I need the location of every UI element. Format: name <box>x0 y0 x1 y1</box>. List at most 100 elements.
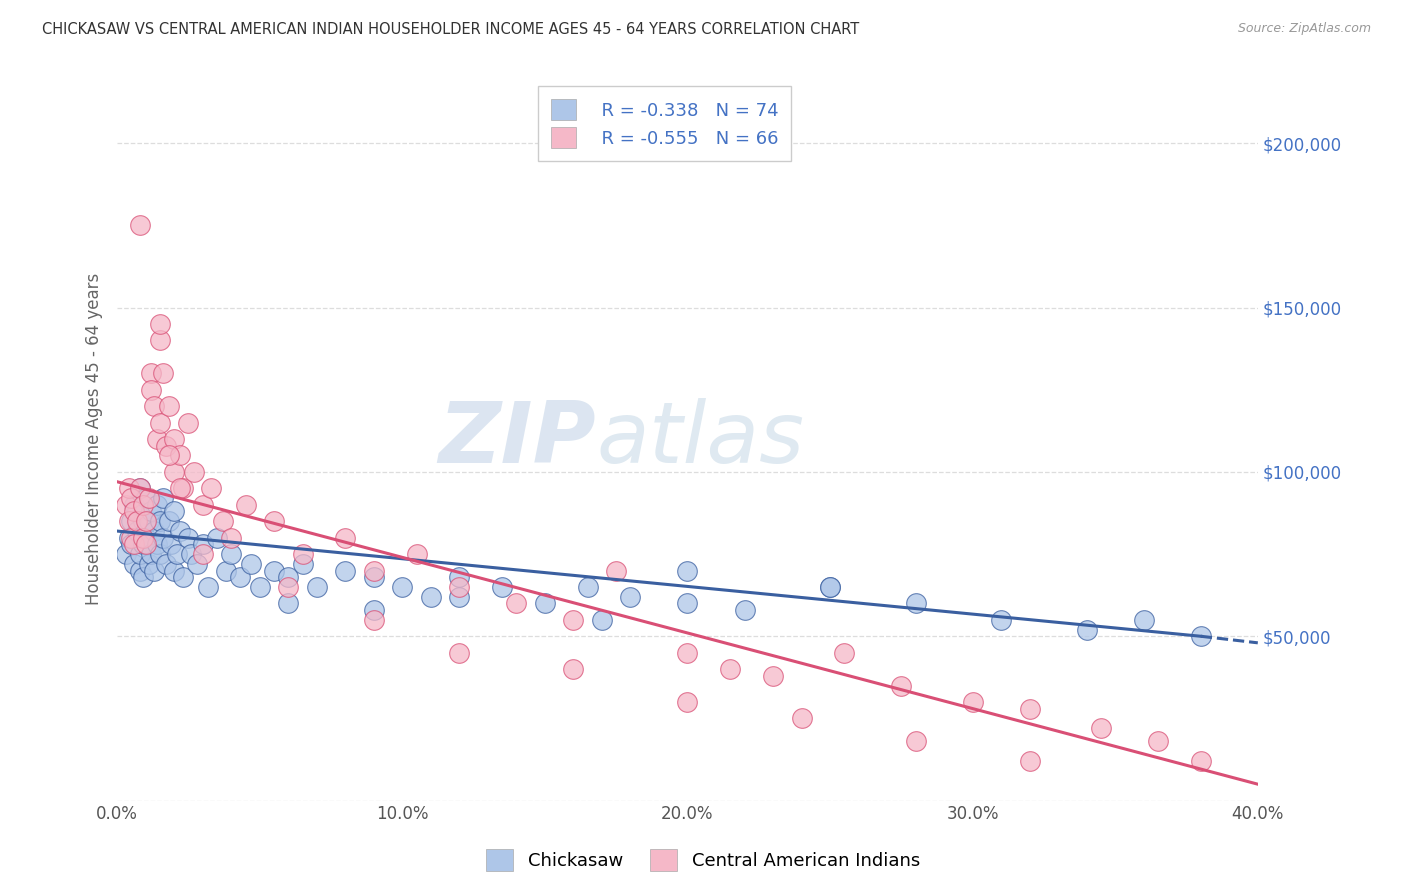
Point <box>120 514 142 528</box>
Point <box>676 646 699 660</box>
Point <box>120 491 142 506</box>
Point <box>141 504 163 518</box>
Point <box>291 547 314 561</box>
Point <box>205 531 228 545</box>
Point <box>152 531 174 545</box>
Point <box>127 524 149 538</box>
Point <box>214 564 236 578</box>
Text: atlas: atlas <box>596 398 804 481</box>
Point <box>163 504 186 518</box>
Point <box>166 547 188 561</box>
Point <box>534 596 557 610</box>
Point <box>157 514 180 528</box>
Point <box>124 557 146 571</box>
Point <box>124 537 146 551</box>
Point <box>449 590 471 604</box>
Point <box>818 580 841 594</box>
Point <box>718 662 741 676</box>
Point <box>762 669 785 683</box>
Point <box>163 432 186 446</box>
Point <box>152 491 174 506</box>
Point <box>219 531 242 545</box>
Point <box>419 590 441 604</box>
Text: CHICKASAW VS CENTRAL AMERICAN INDIAN HOUSEHOLDER INCOME AGES 45 - 64 YEARS CORRE: CHICKASAW VS CENTRAL AMERICAN INDIAN HOU… <box>42 22 859 37</box>
Point <box>263 514 285 528</box>
Point <box>169 524 191 538</box>
Point <box>235 498 257 512</box>
Point <box>191 537 214 551</box>
Point <box>172 570 194 584</box>
Point <box>591 613 613 627</box>
Point <box>129 481 152 495</box>
Point <box>277 570 299 584</box>
Point <box>141 547 163 561</box>
Text: Source: ZipAtlas.com: Source: ZipAtlas.com <box>1237 22 1371 36</box>
Point <box>363 570 385 584</box>
Point <box>132 570 155 584</box>
Point <box>155 439 177 453</box>
Point <box>163 465 186 479</box>
Point <box>172 481 194 495</box>
Point <box>132 531 155 545</box>
Point <box>138 491 160 506</box>
Point <box>129 564 152 578</box>
Point <box>449 570 471 584</box>
Point <box>135 537 157 551</box>
Point <box>114 498 136 512</box>
Point <box>1132 613 1154 627</box>
Point <box>291 557 314 571</box>
Point <box>904 596 927 610</box>
Point <box>149 317 172 331</box>
Point <box>127 514 149 528</box>
Point <box>129 219 152 233</box>
Point <box>127 504 149 518</box>
Point <box>180 547 202 561</box>
Point <box>1189 754 1212 768</box>
Y-axis label: Householder Income Ages 45 - 64 years: Householder Income Ages 45 - 64 years <box>86 273 103 605</box>
Point <box>191 547 214 561</box>
Point <box>305 580 328 594</box>
Point <box>186 557 208 571</box>
Point <box>1076 623 1098 637</box>
Point <box>449 646 471 660</box>
Point <box>990 613 1012 627</box>
Point <box>240 557 263 571</box>
Point <box>143 524 166 538</box>
Point <box>904 734 927 748</box>
Point <box>619 590 641 604</box>
Point <box>129 547 152 561</box>
Point <box>135 531 157 545</box>
Point <box>211 514 233 528</box>
Point <box>117 514 139 528</box>
Point <box>169 481 191 495</box>
Point <box>177 416 200 430</box>
Point <box>491 580 513 594</box>
Point <box>229 570 252 584</box>
Point <box>676 695 699 709</box>
Point <box>132 498 155 512</box>
Point <box>676 596 699 610</box>
Point <box>890 679 912 693</box>
Point <box>363 613 385 627</box>
Point <box>200 481 222 495</box>
Point <box>169 449 191 463</box>
Point <box>363 564 385 578</box>
Point <box>117 481 139 495</box>
Point <box>391 580 413 594</box>
Point <box>405 547 427 561</box>
Point <box>120 531 142 545</box>
Point <box>505 596 527 610</box>
Point <box>734 603 756 617</box>
Point <box>363 603 385 617</box>
Point <box>177 531 200 545</box>
Point <box>149 547 172 561</box>
Point <box>155 557 177 571</box>
Point <box>1018 754 1040 768</box>
Point <box>197 580 219 594</box>
Point <box>1018 701 1040 715</box>
Point <box>219 547 242 561</box>
Point <box>249 580 271 594</box>
Point <box>1189 629 1212 643</box>
Point <box>132 514 155 528</box>
Point <box>135 514 157 528</box>
